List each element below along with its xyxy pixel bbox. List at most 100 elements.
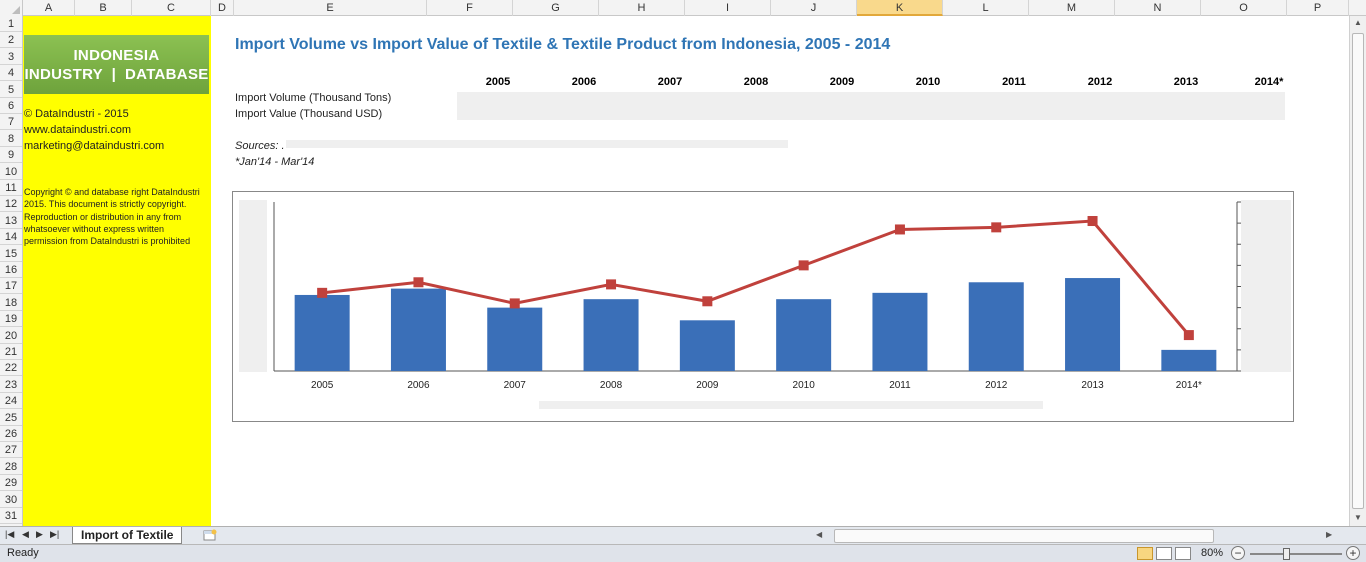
normal-view-icon[interactable] — [1137, 547, 1153, 560]
column-header-n[interactable]: N — [1115, 0, 1201, 16]
zoom-out-icon[interactable]: − — [1231, 546, 1245, 560]
row-header-17[interactable]: 17 — [0, 278, 22, 295]
column-header-e[interactable]: E — [234, 0, 427, 16]
zoom-slider-thumb[interactable] — [1283, 548, 1290, 560]
row-header-30[interactable]: 30 — [0, 492, 22, 508]
bar-2009[interactable] — [679, 320, 735, 371]
import-volume-label: Import Volume (Thousand Tons) — [235, 92, 392, 104]
vertical-scrollbar[interactable]: ▲ ▼ — [1349, 16, 1366, 526]
row-header-8[interactable]: 8 — [0, 131, 22, 147]
x-tick-label: 2005 — [311, 380, 334, 391]
row-header-15[interactable]: 15 — [0, 246, 22, 262]
insert-sheet-icon[interactable] — [202, 529, 218, 542]
bar-2006[interactable] — [390, 288, 446, 371]
sheet-tab-import-of-textile[interactable]: Import of Textile — [72, 527, 183, 544]
logo-line2: INDUSTRY | DATABASE — [24, 66, 209, 83]
email-link[interactable]: marketing@dataindustri.com — [24, 140, 165, 152]
column-header-m[interactable]: M — [1029, 0, 1115, 16]
line-point-2009[interactable] — [702, 296, 713, 307]
website-link[interactable]: www.dataindustri.com — [24, 124, 131, 136]
row-header-9[interactable]: 9 — [0, 147, 22, 164]
column-header-a[interactable]: A — [23, 0, 75, 16]
first-sheet-icon[interactable]: |◀ — [5, 529, 15, 539]
year-header: 2006 — [571, 76, 597, 88]
row-header-3[interactable]: 3 — [0, 49, 22, 65]
line-point-2005[interactable] — [317, 287, 328, 298]
column-header-p[interactable]: P — [1287, 0, 1349, 16]
row-header-12[interactable]: 12 — [0, 196, 22, 213]
zoom-slider[interactable] — [1250, 553, 1342, 555]
column-header-l[interactable]: L — [943, 0, 1029, 16]
zoom-in-icon[interactable]: + — [1346, 546, 1360, 560]
row-header-14[interactable]: 14 — [0, 229, 22, 246]
horizontal-scroll-thumb[interactable] — [834, 529, 1214, 543]
line-point-2010[interactable] — [798, 260, 809, 271]
line-point-2008[interactable] — [606, 279, 617, 290]
vertical-scroll-thumb[interactable] — [1352, 33, 1364, 509]
row-header-11[interactable]: 11 — [0, 180, 22, 196]
row-header-1[interactable]: 1 — [0, 16, 22, 32]
row-header-22[interactable]: 22 — [0, 360, 22, 377]
column-header-h[interactable]: H — [599, 0, 685, 16]
page-break-view-icon[interactable] — [1175, 547, 1191, 560]
last-sheet-icon[interactable]: ▶| — [50, 529, 60, 539]
line-point-2012[interactable] — [991, 222, 1002, 233]
scroll-right-icon[interactable]: ▶ — [1326, 530, 1333, 539]
line-point-2006[interactable] — [413, 277, 424, 288]
bar-2014*[interactable] — [1161, 349, 1217, 371]
bar-2007[interactable] — [487, 307, 543, 371]
column-header-c[interactable]: C — [132, 0, 211, 16]
year-header: 2012 — [1087, 76, 1113, 88]
row-header-23[interactable]: 23 — [0, 377, 22, 393]
horizontal-scrollbar[interactable]: ◀ ▶ — [808, 529, 1348, 543]
column-header-i[interactable]: I — [685, 0, 771, 16]
line-point-2013[interactable] — [1087, 216, 1098, 227]
row-header-31[interactable]: 31 — [0, 508, 22, 524]
bar-2010[interactable] — [776, 299, 832, 371]
next-sheet-icon[interactable]: ▶ — [36, 529, 43, 539]
scroll-up-icon[interactable]: ▲ — [1354, 18, 1362, 27]
row-header-24[interactable]: 24 — [0, 393, 22, 410]
zoom-level[interactable]: 80% — [1201, 547, 1224, 559]
column-header-b[interactable]: B — [75, 0, 132, 16]
redacted-data-cells[interactable] — [457, 92, 1285, 120]
row-header-5[interactable]: 5 — [0, 82, 22, 98]
row-header-4[interactable]: 4 — [0, 65, 22, 82]
row-header-13[interactable]: 13 — [0, 213, 22, 229]
column-header-f[interactable]: F — [427, 0, 513, 16]
row-header-6[interactable]: 6 — [0, 98, 22, 114]
prev-sheet-icon[interactable]: ◀ — [22, 529, 29, 539]
row-header-26[interactable]: 26 — [0, 426, 22, 442]
row-header-27[interactable]: 27 — [0, 442, 22, 459]
row-header-29[interactable]: 29 — [0, 475, 22, 492]
scroll-left-icon[interactable]: ◀ — [816, 530, 823, 539]
scroll-down-icon[interactable]: ▼ — [1354, 513, 1362, 522]
column-header-j[interactable]: J — [771, 0, 857, 16]
column-header-g[interactable]: G — [513, 0, 599, 16]
row-header-19[interactable]: 19 — [0, 311, 22, 328]
row-header-16[interactable]: 16 — [0, 262, 22, 278]
row-header-7[interactable]: 7 — [0, 114, 22, 131]
line-point-2007[interactable] — [509, 298, 520, 309]
bar-2005[interactable] — [294, 294, 350, 371]
page-layout-view-icon[interactable] — [1156, 547, 1172, 560]
row-header-25[interactable]: 25 — [0, 410, 22, 426]
bar-2012[interactable] — [968, 282, 1024, 371]
line-point-2011[interactable] — [894, 224, 905, 235]
column-header-k[interactable]: K — [857, 0, 943, 16]
bar-2013[interactable] — [1065, 278, 1121, 371]
row-header-28[interactable]: 28 — [0, 459, 22, 475]
row-header-2[interactable]: 2 — [0, 32, 22, 49]
column-header-d[interactable]: D — [211, 0, 234, 16]
line-point-2014*[interactable] — [1183, 330, 1194, 341]
row-header-20[interactable]: 20 — [0, 328, 22, 344]
row-header-18[interactable]: 18 — [0, 295, 22, 311]
combo-chart[interactable]: 2005 2006 2007 2008 2009 2010 2011 2012 2013 2014… — [232, 191, 1294, 422]
bar-2011[interactable] — [872, 292, 928, 371]
bar-2008[interactable] — [583, 299, 639, 371]
row-header-10[interactable]: 10 — [0, 164, 22, 180]
select-all-corner[interactable] — [0, 0, 23, 16]
line-series[interactable] — [321, 219, 1190, 337]
column-header-o[interactable]: O — [1201, 0, 1287, 16]
row-header-21[interactable]: 21 — [0, 344, 22, 360]
